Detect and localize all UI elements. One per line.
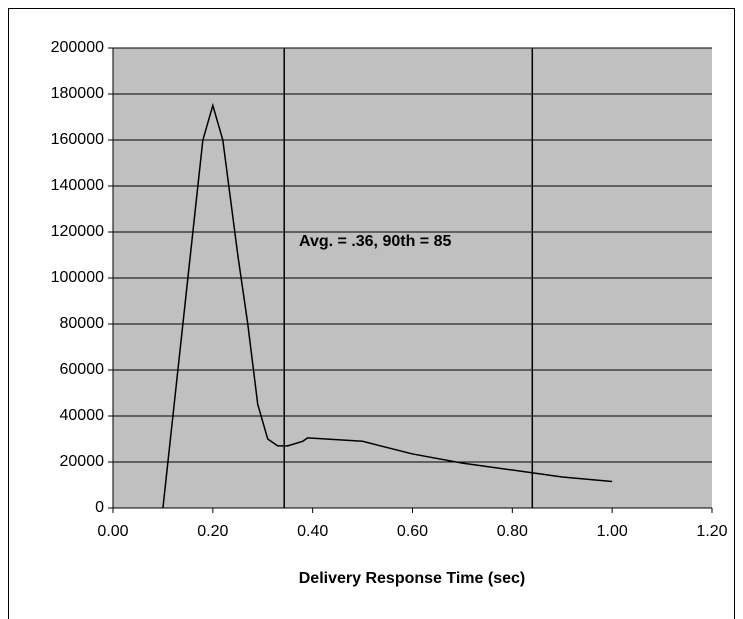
y-tick-label: 60000 — [60, 361, 105, 378]
y-tick-label: 160000 — [51, 131, 104, 148]
y-tick-label: 100000 — [51, 269, 104, 286]
y-tick-label: 0 — [95, 499, 104, 516]
y-tick-label: 40000 — [60, 407, 105, 424]
x-axis-title: Delivery Response Time (sec) — [299, 570, 525, 587]
data-line — [162, 102, 613, 509]
x-tick-label: 0.60 — [397, 523, 428, 540]
y-tick-label: 200000 — [51, 39, 104, 56]
x-tick-label: 0.80 — [497, 523, 528, 540]
x-tick-label: 0.20 — [197, 523, 228, 540]
y-tick-label: 140000 — [51, 177, 104, 194]
x-tick-label: 1.00 — [597, 523, 628, 540]
x-tick-label: 0.00 — [97, 523, 128, 540]
y-tick-label: 20000 — [60, 453, 105, 470]
annotation: Avg. = .36, 90th = 85 — [299, 233, 451, 250]
y-tick-label: 180000 — [51, 85, 104, 102]
x-tick-label: 0.40 — [297, 523, 328, 540]
y-tick-label: 120000 — [51, 223, 104, 240]
x-tick-label: 1.20 — [696, 523, 727, 540]
y-tick-label: 80000 — [60, 315, 105, 332]
